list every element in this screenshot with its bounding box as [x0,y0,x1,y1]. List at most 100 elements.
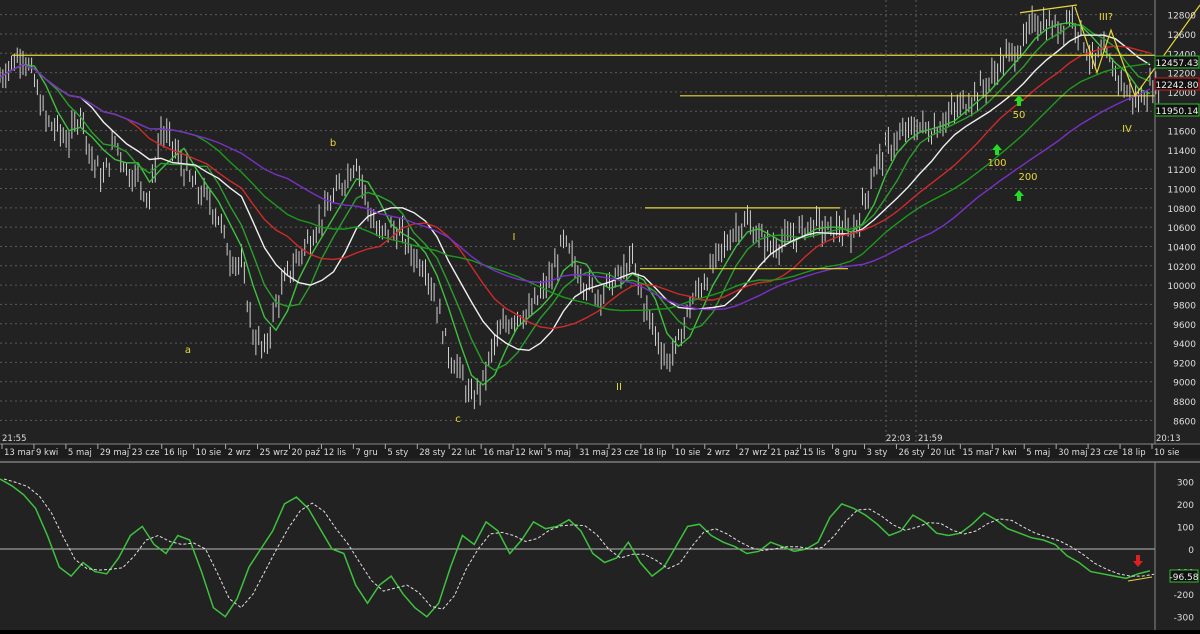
up-arrow-icon [1014,95,1024,106]
price-tick-label: 9800 [1173,301,1196,311]
price-tick-label: 11400 [1167,147,1196,157]
date-tick-label: 23 cze [611,448,639,458]
ma-mid-line [0,23,1151,371]
price-label-frame [1154,55,1200,69]
date-tick-label: 23 cze [132,448,160,458]
osc-tick-label: 200 [1177,501,1194,511]
price-tick-label: 12200 [1167,70,1196,80]
date-tick-label: 22 lut [451,448,476,458]
price-label-text: 11950.14 [1156,107,1199,117]
wave-label: b [330,138,336,149]
osc-trend-line [1127,576,1153,582]
price-label-frame [1154,103,1200,117]
down-arrow-icon [1133,555,1143,567]
date-tick-label: 2 wrz [228,448,252,458]
date-tick-label: 5 maj [547,448,571,458]
date-x-axis: 13 mar 9 kwi 5 maj 29 maj 23 cze 16 lip 10 sie… [0,0,1200,458]
date-tick-label: 31 maj [579,448,608,458]
price-tick-label: 9600 [1173,321,1196,331]
wave-label: I [513,232,516,243]
date-tick-label: 9 kwi [36,448,58,458]
price-tick-label: 12400 [1167,50,1196,60]
ma-50-line [0,34,1151,352]
price-tick-label: 10400 [1167,243,1196,253]
price-series [0,5,1160,410]
date-tick-label: 10 sie [196,448,222,458]
date-tick-label: 18 lip [643,448,667,458]
signal-line [3,478,1155,610]
date-tick-label: 30 maj [1058,448,1087,458]
time-label: 22:03 [886,434,911,444]
price-tick-label: 10000 [1167,282,1196,292]
osc-tick-label: -300 [1174,614,1195,624]
ma-label: 100 [987,158,1006,169]
price-tick-label: 12800 [1167,12,1196,22]
price-tick-label: 8600 [1173,417,1196,427]
wave-label: IV [1122,124,1132,135]
price-tick-label: 10600 [1167,224,1196,234]
price-tick-label: 12000 [1167,89,1196,99]
date-tick-label: 16 mar [483,448,514,458]
ma-label: 50 [1013,110,1026,121]
osc-value-frame [1169,569,1199,583]
time-label: 21:59 [918,434,943,444]
date-tick-label: 12 lis [323,448,346,458]
date-tick-label: 25 wrz [260,448,289,458]
ma-100-line [0,45,1151,330]
up-arrow-icon [1014,190,1024,201]
wave-label: c [455,414,461,425]
ma-short-line [0,21,1151,386]
osc-tick-label: 0 [1188,546,1194,556]
date-tick-label: 7 gru [355,448,377,458]
date-tick-label: 23 cze [1090,448,1118,458]
date-tick-label: 8 gru [835,448,857,458]
date-tick-label: 21 paź [771,448,800,458]
price-label-text: 12242.80 [1156,81,1199,91]
osc-background [0,462,1200,630]
time-label: 21:55 [2,434,27,444]
ma-200-line [0,63,1151,311]
price-label-text: 12457.43 [1156,59,1199,69]
price-tick-label: 10200 [1167,263,1196,273]
osc-tick-label: -200 [1174,591,1195,601]
osc-value-text: -96.58 [1169,573,1198,583]
price-tick-label: 11600 [1167,128,1196,138]
wave-trend-line [1019,4,1078,14]
date-tick-label: 20 lut [930,448,955,458]
date-tick-label: 28 sty [419,448,445,458]
wave-label: a [185,345,191,356]
price-tick-label: 12600 [1167,31,1196,41]
oscillator-panel: -300-200-1000100200300-96.58 [0,461,1200,630]
up-arrow-icon [992,144,1002,155]
date-tick-label: 16 lip [164,448,188,458]
date-tick-label: 10 sie [675,448,701,458]
date-tick-label: 3 sty [867,448,888,458]
ma-label: 200 [1018,172,1037,183]
date-tick-label: 7 kwi [994,448,1016,458]
date-tick-label: 20 paź [292,448,321,458]
date-tick-label: 15 mar [962,448,993,458]
price-label-box: 12457.43 [1154,55,1200,69]
date-tick-label: 5 maj [68,448,92,458]
price-tick-label: 8800 [1173,398,1196,408]
price-y-axis: 8600 8800 9000 9200 9400 9600 9800 10000 10200 10… [1154,0,1200,458]
price-tick-label: 11000 [1167,186,1196,196]
osc-tick-label: 100 [1177,523,1194,533]
price-label-box: 12242.80 [1154,77,1200,91]
date-tick-label: 26 sty [898,448,924,458]
date-axis-band [0,444,1200,458]
price-label-box: 11950.14 [1154,103,1200,117]
date-tick-label: 29 maj [100,448,129,458]
date-tick-label: 15 lis [803,448,826,458]
date-tick-label: 13 mar [4,448,35,458]
date-tick-label: 10 sie [1154,448,1180,458]
date-tick-label: 2 wrz [707,448,731,458]
price-tick-label: 10800 [1167,205,1196,215]
date-tick-label: 5 maj [1026,448,1050,458]
time-label: 20:13 [1156,434,1181,444]
date-tick-label: 12 kwi [515,448,543,458]
wave-label: II [616,382,622,393]
wave-label: III? [1099,12,1113,23]
